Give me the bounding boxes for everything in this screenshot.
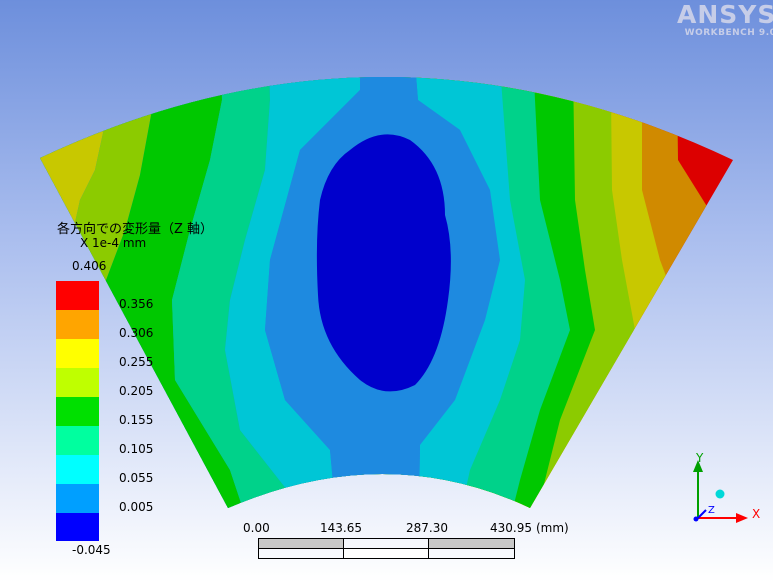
legend-title: 各方向での変形量（Z 軸） xyxy=(57,222,214,237)
scale-bar xyxy=(258,538,515,559)
legend-label: 0.105 xyxy=(119,442,154,456)
legend-units: X 1e-4 mm xyxy=(80,236,147,250)
scale-unit: (mm) xyxy=(536,521,569,535)
legend-swatch xyxy=(56,455,99,484)
band-teal-left xyxy=(172,76,295,508)
legend-label: 0.356 xyxy=(119,297,154,311)
legend-label: 0.155 xyxy=(119,413,154,427)
legend-max-label: 0.406 xyxy=(72,259,107,273)
logo-subtitle: WORKBENCH 9.0 xyxy=(684,28,773,38)
ansys-logo: ANSYS WORKBENCH 9.0 xyxy=(677,0,773,39)
logo-name: ANSYS xyxy=(677,0,773,29)
triad-z-label: Z xyxy=(708,505,715,516)
legend-swatch xyxy=(56,339,99,368)
legend-swatch xyxy=(56,281,99,310)
legend-swatch xyxy=(56,310,99,339)
legend-swatch xyxy=(56,513,99,541)
legend-swatch xyxy=(56,368,99,397)
z-axis-point xyxy=(693,516,699,522)
band-cyan-left xyxy=(225,76,360,508)
x-axis-arrow xyxy=(736,513,748,523)
z-axis-line xyxy=(697,509,707,519)
triad-x-label: X xyxy=(752,507,761,521)
legend-swatch xyxy=(56,426,99,455)
triad-y-label: Y xyxy=(696,451,704,465)
legend-min-label: -0.045 xyxy=(72,543,111,557)
legend-swatch xyxy=(56,484,99,513)
legend-swatch xyxy=(56,397,99,426)
legend-label: 0.255 xyxy=(119,355,154,369)
legend-label: 0.306 xyxy=(119,326,154,340)
band-dark-blue xyxy=(316,134,451,392)
legend-label: 0.205 xyxy=(119,384,154,398)
legend-label: 0.005 xyxy=(119,500,154,514)
scale-tick-label: 143.65 xyxy=(320,521,362,535)
scale-tick-label: 0.00 xyxy=(243,521,270,535)
scale-tick-label: 287.30 xyxy=(406,521,448,535)
legend-label: 0.055 xyxy=(119,471,154,485)
y-axis-arrow xyxy=(693,460,703,472)
triad-isometric-ball xyxy=(715,489,725,499)
axis-triad[interactable] xyxy=(680,448,770,528)
scale-tick-label: 430.95 xyxy=(490,521,532,535)
